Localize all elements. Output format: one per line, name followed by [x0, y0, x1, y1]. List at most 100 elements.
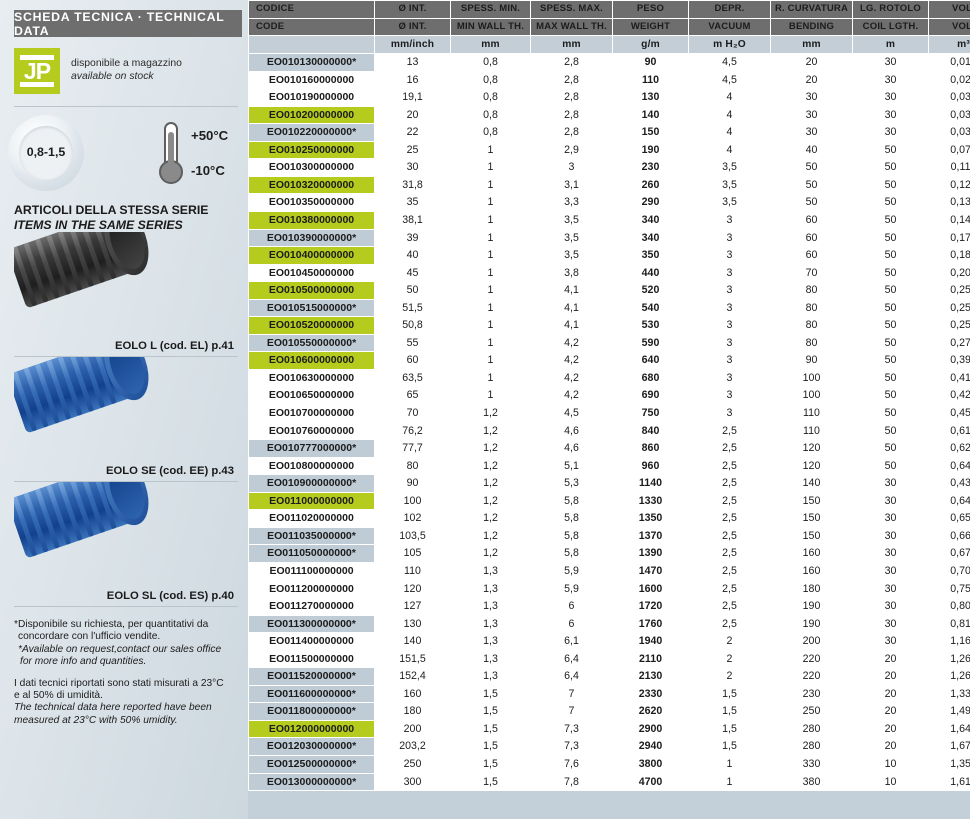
cell-int: 105 [374, 544, 451, 563]
table-row[interactable]: EO012030000000* 203,2 1,5 7,3 2940 1,5 280 20 1,… [248, 737, 970, 756]
cell-coil: 30 [852, 632, 929, 651]
unit-weight: g/m [612, 35, 689, 55]
cell-bending: 100 [770, 386, 853, 406]
cell-min: 0,8 [450, 70, 531, 90]
cell-vol: 0,255 [928, 316, 970, 335]
cell-vacuum: 3 [688, 351, 771, 370]
table-row[interactable]: EO011050000000*1051,25,813902,5160300,67… [248, 544, 970, 563]
cell-int: 19,1 [374, 88, 451, 107]
cell-weight: 860 [612, 439, 689, 458]
cell-int: 160 [374, 684, 451, 704]
cell-max: 3,1 [530, 175, 613, 195]
cell-weight: 350 [612, 246, 689, 265]
cell-coil: 50 [852, 228, 929, 248]
cell-max: 3,5 [530, 211, 613, 230]
cell-coil: 50 [852, 193, 929, 213]
cell-code: EO010400000000 [248, 246, 375, 265]
cell-max: 5,8 [530, 509, 613, 528]
cell-weight: 2900 [612, 719, 689, 739]
cell-vacuum: 4,5 [688, 53, 771, 72]
cell-int: 51,5 [374, 298, 451, 318]
cell-weight: 530 [612, 316, 689, 335]
cell-weight: 1370 [612, 526, 689, 546]
cell-code: EO010760000000 [248, 421, 375, 441]
cell-coil: 10 [852, 772, 929, 792]
cell-vol: 0,818 [928, 614, 970, 634]
cell-coil: 30 [852, 579, 929, 599]
footnote-measurement-en-2: measured at 23°C with 50% umidity. [14, 714, 178, 726]
related-product-3[interactable]: EOLO SL (cod. ES) p.40 [14, 482, 238, 607]
table-row[interactable]: EO011035000000* 103,5 1,2 5,8 1370 2,5 150 30 0,… [248, 526, 970, 546]
cell-bending: 280 [770, 719, 853, 739]
cell-weight: 640 [612, 351, 689, 370]
table-row[interactable]: EO010777000000*77,71,24,68602,5120500,62… [248, 439, 970, 458]
cell-weight: 1140 [612, 474, 689, 493]
cell-int: 39 [374, 228, 451, 248]
cell-code: EO010450000000 [248, 263, 375, 283]
cell-vol: 0,036 [928, 105, 970, 125]
table-row[interactable]: EO011520000000*152,41,36,421302220201,26… [248, 667, 970, 686]
cell-vacuum: 2,5 [688, 491, 771, 511]
cell-bending: 110 [770, 404, 853, 423]
header-row-english: CODE Ø INT. MIN WALL TH. MAX WALL TH. WE… [248, 17, 970, 37]
cell-max: 4,2 [530, 368, 613, 388]
cell-vol: 0,258 [928, 298, 970, 318]
stock-labels: disponibile a magazzino available on sto… [71, 58, 182, 83]
footnote-measurement-it-1: I dati tecnici riportati sono stati misu… [14, 677, 224, 689]
related-product-1[interactable]: EOLO L (cod. EL) p.41 [14, 232, 238, 357]
product-divider [14, 356, 238, 357]
cell-int: 16 [374, 70, 451, 90]
header-row-italian: CODICE Ø INT. SPESS. MIN. SPESS. MAX. PE… [248, 0, 970, 19]
cell-code: EO010380000000 [248, 211, 375, 230]
cell-coil: 50 [852, 263, 929, 283]
cell-code: EO010190000000 [248, 88, 375, 107]
related-product-2[interactable]: EOLO SE (cod. EE) p.43 [14, 357, 238, 482]
header-lg-rotolo: LG. ROTOLO [852, 0, 929, 19]
cell-coil: 30 [852, 474, 929, 493]
cell-max: 3 [530, 158, 613, 177]
cell-max: 5,9 [530, 579, 613, 599]
cell-vol: 1,490 [928, 702, 970, 721]
cell-code: EO011035000000* [248, 526, 375, 546]
cell-min: 1,2 [450, 404, 531, 423]
cell-min: 1 [450, 281, 531, 300]
cell-max: 4,1 [530, 298, 613, 318]
